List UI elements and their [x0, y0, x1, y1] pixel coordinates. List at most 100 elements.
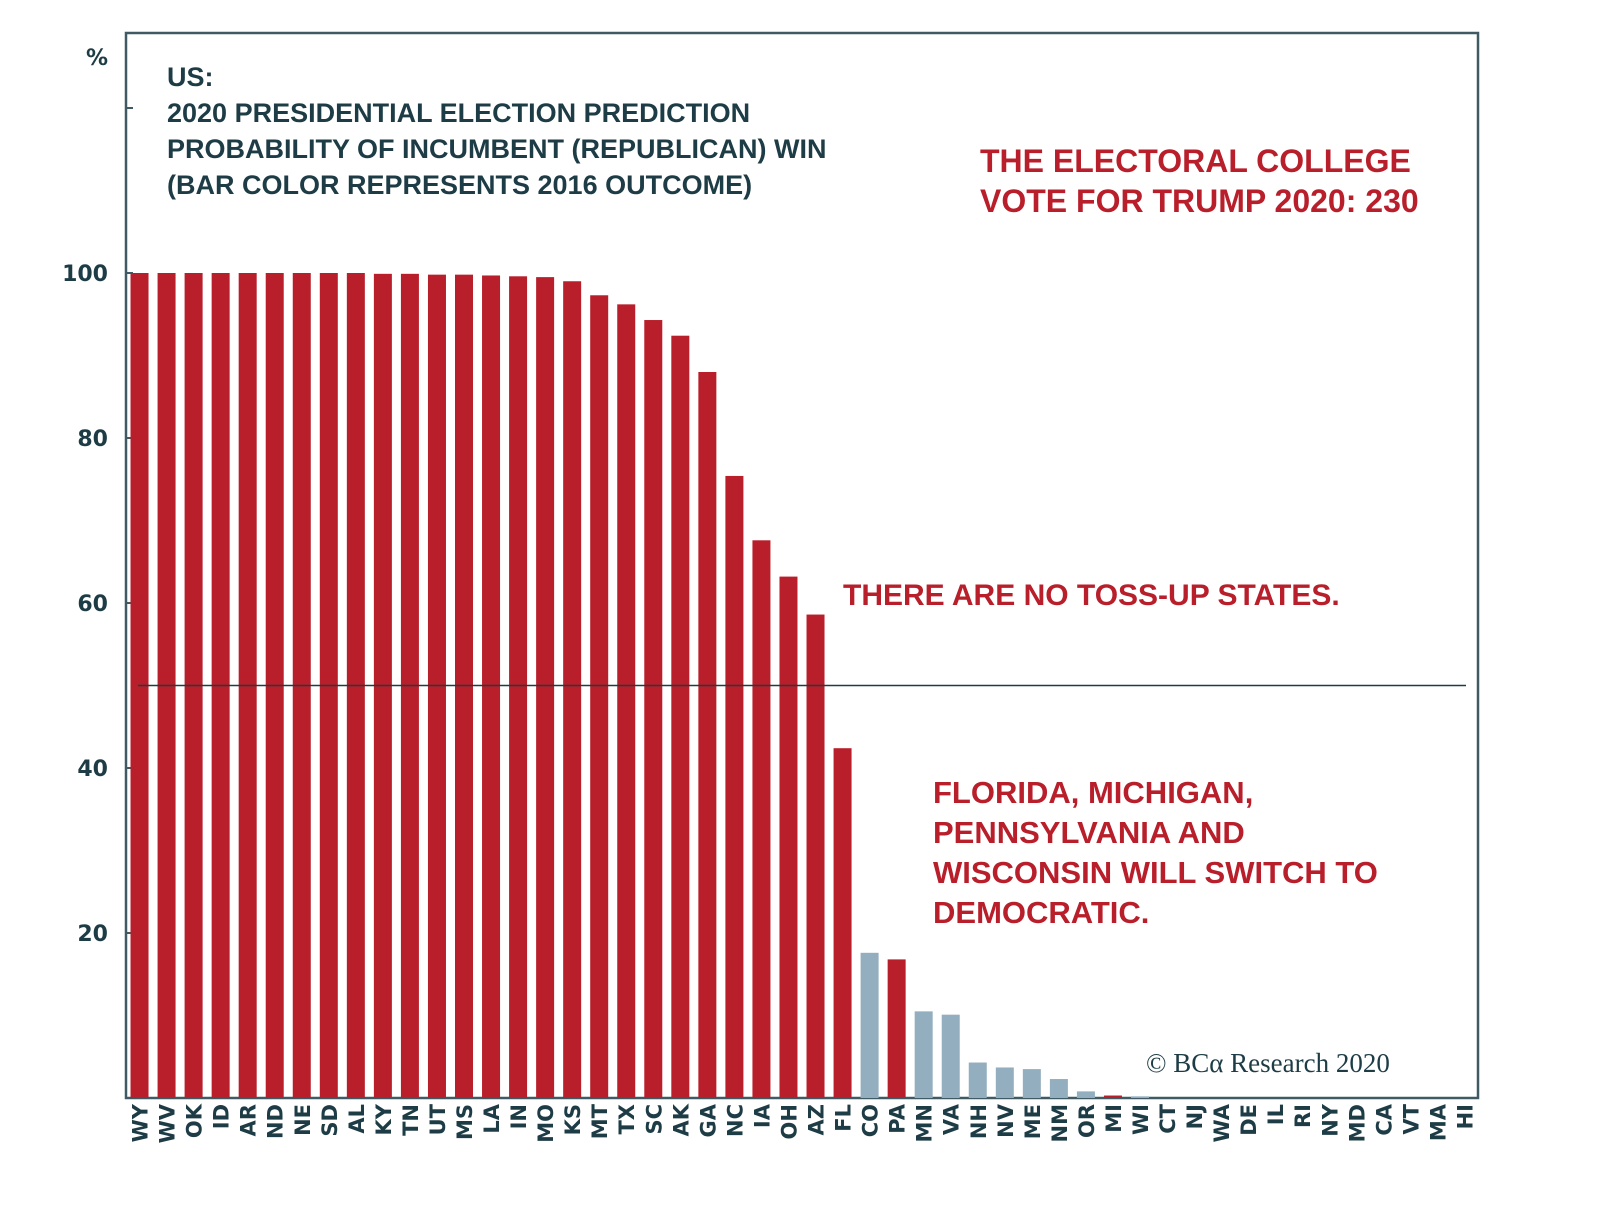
- x-tick-label: VT: [1399, 1103, 1423, 1134]
- bar-la: [482, 275, 501, 1099]
- annotation-electoral: THE ELECTORAL COLLEGE VOTE FOR TRUMP 2020…: [980, 143, 1419, 219]
- x-tick-label: MI: [1102, 1104, 1126, 1133]
- x-tick-label: WV: [156, 1103, 180, 1143]
- x-tick-label: NY: [1318, 1103, 1342, 1137]
- annotation-line: DEMOCRATIC.: [933, 895, 1149, 930]
- annotation-line: THE ELECTORAL COLLEGE: [980, 143, 1411, 179]
- bar-or: [1076, 1091, 1095, 1098]
- plot-frame: [124, 31, 1480, 1100]
- x-tick-label: NC: [723, 1104, 747, 1137]
- x-tick-label: GA: [696, 1103, 720, 1137]
- x-tick-label: IA: [750, 1103, 774, 1128]
- x-tick-label: MN: [913, 1104, 937, 1142]
- y-tick-label: 60: [77, 592, 108, 617]
- bar-az: [806, 614, 825, 1098]
- x-tick-label: MS: [453, 1104, 477, 1140]
- annotation-line: WISCONSIN WILL SWITCH TO: [933, 855, 1378, 890]
- x-tick-label: NH: [967, 1104, 991, 1139]
- x-tick-label: KS: [561, 1104, 585, 1135]
- bar-tx: [617, 304, 636, 1099]
- x-tick-label: ME: [1021, 1104, 1045, 1139]
- x-tick-label: RI: [1291, 1104, 1315, 1128]
- bar-sc: [644, 320, 663, 1098]
- annotation-tossup: THERE ARE NO TOSS-UP STATES.: [843, 579, 1340, 612]
- x-tick-label: CT: [1156, 1103, 1180, 1133]
- annotation-line: PENNSYLVANIA AND: [933, 815, 1245, 850]
- annotation-line: VOTE FOR TRUMP 2020: 230: [980, 183, 1419, 219]
- x-tick-label: LA: [480, 1103, 504, 1133]
- x-tick-label: ND: [264, 1104, 288, 1139]
- x-tick-label: AR: [237, 1104, 261, 1136]
- bar-nc: [725, 475, 744, 1098]
- y-tick-label: 100: [62, 262, 108, 287]
- x-tick-label: WA: [1210, 1103, 1234, 1142]
- bar-ut: [427, 274, 446, 1098]
- x-tick-label: ID: [210, 1104, 234, 1129]
- bar-ga: [698, 372, 717, 1098]
- x-tick-label: MT: [588, 1103, 612, 1139]
- bar-oh: [779, 576, 798, 1098]
- bar-ak: [671, 335, 690, 1098]
- bar-nm: [1049, 1079, 1068, 1098]
- bar-wi: [1131, 1096, 1149, 1098]
- x-tick-label: AZ: [805, 1104, 829, 1135]
- y-axis-ticks: 20 40 60 80 100: [62, 107, 133, 947]
- bar-mo: [536, 277, 555, 1098]
- x-tick-label: FL: [832, 1104, 856, 1132]
- x-tick-label: MA: [1426, 1103, 1450, 1141]
- chart-annotations: THE ELECTORAL COLLEGE VOTE FOR TRUMP 2020…: [843, 143, 1419, 930]
- x-tick-label: CA: [1372, 1103, 1396, 1135]
- x-tick-label: VA: [940, 1103, 964, 1135]
- x-tick-label: WY: [129, 1103, 153, 1142]
- bar-nv: [995, 1067, 1014, 1098]
- bar-ks: [563, 281, 582, 1098]
- x-tick-label: AK: [669, 1103, 693, 1136]
- title-line: PROBABILITY OF INCUMBENT (REPUBLICAN) WI…: [167, 134, 826, 164]
- x-tick-label: TN: [399, 1104, 423, 1136]
- y-tick-label: 80: [77, 427, 108, 452]
- bar-mn: [914, 1011, 933, 1098]
- source-credit: © BCα Research 2020: [1146, 1048, 1390, 1078]
- x-tick-label: TX: [615, 1104, 639, 1135]
- title-line: 2020 PRESIDENTIAL ELECTION PREDICTION: [167, 98, 750, 128]
- bar-fl: [833, 748, 852, 1098]
- x-tick-label: IL: [1264, 1104, 1288, 1125]
- x-tick-label: OH: [777, 1104, 801, 1139]
- x-tick-label: HI: [1453, 1104, 1477, 1129]
- annotation-switch: FLORIDA, MICHIGAN, PENNSYLVANIA AND WISCON…: [933, 775, 1378, 930]
- annotation-line: FLORIDA, MICHIGAN,: [933, 775, 1253, 810]
- x-tick-label: NM: [1048, 1104, 1072, 1142]
- bar-pa: [887, 959, 906, 1098]
- bar-me: [1022, 1069, 1041, 1098]
- title-line: (BAR COLOR REPRESENTS 2016 OUTCOME): [167, 170, 752, 200]
- chart-title: US: 2020 PRESIDENTIAL ELECTION PREDICTION…: [167, 62, 826, 200]
- bar-in: [509, 276, 528, 1098]
- x-tick-label: IN: [507, 1104, 531, 1129]
- x-tick-label: AL: [345, 1104, 369, 1134]
- bar-va: [941, 1014, 960, 1098]
- x-tick-label: CO: [859, 1104, 883, 1137]
- x-tick-label: SD: [318, 1104, 342, 1137]
- x-tick-label: SC: [642, 1104, 666, 1135]
- x-tick-label: OK: [183, 1103, 207, 1138]
- bar-ms: [455, 274, 473, 1098]
- x-axis-labels: WY WV OK ID AR ND NE SD AL KY TN UT MS LA IN MO KS MT TX SC…: [129, 1103, 1478, 1143]
- y-tick-label: 40: [77, 757, 108, 782]
- x-tick-label: OR: [1075, 1104, 1099, 1138]
- x-tick-label: UT: [426, 1103, 450, 1135]
- x-tick-label: NE: [291, 1104, 315, 1136]
- bar-mi: [1103, 1095, 1122, 1098]
- x-tick-label: NJ: [1183, 1104, 1207, 1129]
- x-tick-label: WI: [1129, 1104, 1153, 1135]
- x-tick-label: DE: [1237, 1104, 1261, 1136]
- x-tick-label: KY: [372, 1103, 396, 1135]
- title-line: US:: [167, 62, 214, 92]
- x-tick-label: PA: [886, 1103, 910, 1133]
- x-tick-label: MD: [1345, 1104, 1369, 1142]
- x-tick-label: MO: [534, 1104, 558, 1143]
- x-tick-label: NV: [994, 1103, 1018, 1138]
- bar-mt: [590, 295, 609, 1098]
- y-tick-label: 20: [77, 922, 108, 947]
- bar-ia: [752, 540, 771, 1098]
